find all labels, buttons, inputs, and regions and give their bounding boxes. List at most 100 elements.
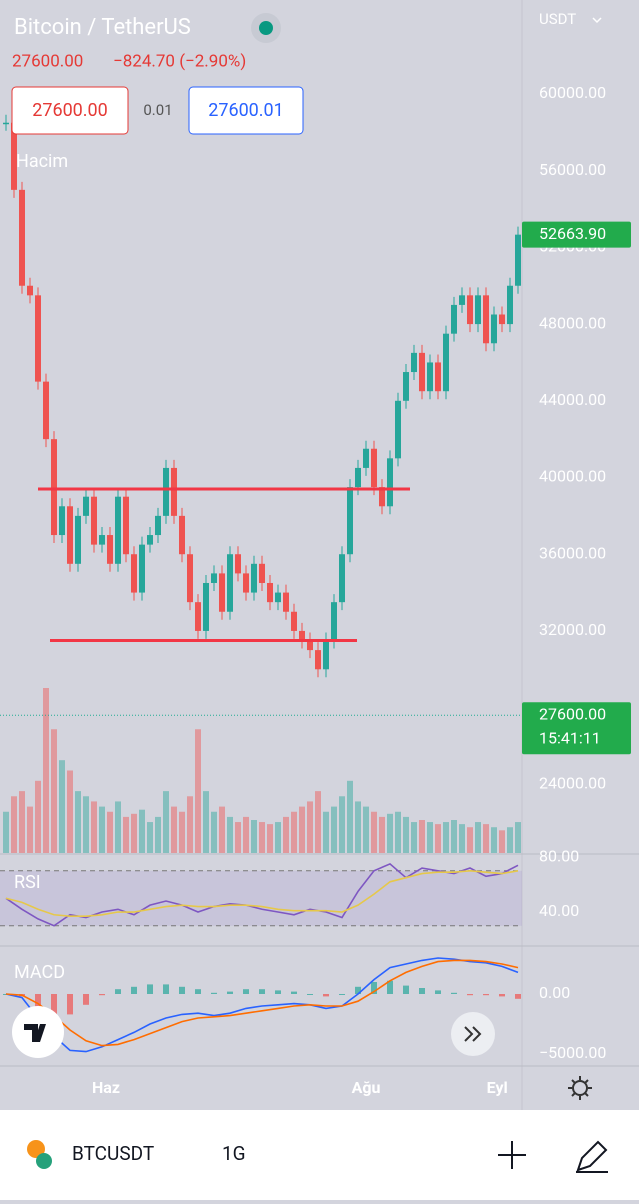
x-tick-label: Haz xyxy=(92,1078,120,1097)
volume-bar xyxy=(91,801,97,853)
candle-body xyxy=(515,234,521,286)
macd-histogram-bar xyxy=(179,986,185,995)
volume-bar xyxy=(27,806,33,853)
buy-button[interactable] xyxy=(188,86,304,135)
toolbar-interval[interactable]: 1G xyxy=(222,1142,246,1165)
volume-bar xyxy=(507,827,513,853)
candle-body xyxy=(419,352,425,392)
candle-body xyxy=(115,496,121,564)
y-tick-label: −5000.00 xyxy=(539,1043,606,1062)
add-icon[interactable] xyxy=(498,1141,526,1169)
macd-histogram-bar xyxy=(339,994,345,996)
candle-body xyxy=(195,602,201,631)
sell-button[interactable] xyxy=(11,86,129,135)
candle-body xyxy=(275,592,281,603)
toolbar xyxy=(0,1110,639,1200)
volume-bar xyxy=(35,780,41,853)
candle-body xyxy=(483,295,489,344)
candle-body xyxy=(283,592,289,612)
volume-bar xyxy=(251,820,257,853)
price-change: −824.70 (−2.90%) xyxy=(113,51,246,71)
macd-histogram-bar xyxy=(483,994,489,996)
x-tick-label: Eyl xyxy=(487,1078,508,1097)
candle-body xyxy=(379,487,385,507)
volume-bar xyxy=(283,816,289,853)
currency-caret xyxy=(592,17,602,24)
volume-bar xyxy=(371,811,377,853)
candle-body xyxy=(35,295,41,382)
draw-icon[interactable] xyxy=(576,1140,608,1173)
volume-bar xyxy=(307,801,313,853)
price: 27600.00 xyxy=(12,51,83,71)
volume-label: Hacim xyxy=(16,151,68,172)
volume-bar xyxy=(139,809,145,853)
x-tick-label: Ağu xyxy=(352,1078,381,1097)
candle-body xyxy=(387,458,393,507)
volume-bar xyxy=(515,822,521,853)
current-price-label: 27600.00 xyxy=(539,705,606,724)
volume-bar xyxy=(467,827,473,853)
volume-bar xyxy=(219,806,225,853)
volume-bar xyxy=(499,830,505,853)
volume-bar xyxy=(363,806,369,853)
macd-histogram-bar xyxy=(499,994,505,997)
macd-histogram-bar xyxy=(147,984,153,995)
tv-logo-mark xyxy=(24,1024,46,1042)
macd-histogram-bar xyxy=(371,982,377,995)
volume-bar xyxy=(43,688,49,853)
chart-bg xyxy=(0,0,639,1110)
y-tick-label: 32000.00 xyxy=(539,620,606,639)
candle-body xyxy=(155,515,161,536)
volume-bar xyxy=(491,827,497,853)
volume-bar xyxy=(355,801,361,853)
macd-histogram-bar xyxy=(163,984,169,995)
volume-bar xyxy=(227,816,233,853)
candle-body xyxy=(235,554,241,574)
volume-bar xyxy=(83,796,89,853)
indicator-line xyxy=(5,957,519,1053)
volume-bar xyxy=(443,822,449,853)
macd-histogram-bar xyxy=(195,989,201,995)
candle-body xyxy=(475,295,481,325)
scroll-icon xyxy=(464,1026,482,1042)
bid: 27600.00 xyxy=(32,100,108,121)
coin-icon xyxy=(27,1140,45,1158)
volume-bar xyxy=(67,770,73,853)
candle-body xyxy=(43,381,49,440)
volume-bar xyxy=(315,791,321,853)
volume-bar xyxy=(3,811,9,853)
volume-bar xyxy=(163,791,169,853)
candle-body xyxy=(291,611,297,631)
y-tick-label: 40.00 xyxy=(539,901,579,920)
candle-body xyxy=(75,515,81,564)
candle-body xyxy=(323,640,329,670)
settings-icon[interactable] xyxy=(572,1080,588,1096)
volume-bar xyxy=(195,729,201,853)
volume-bar xyxy=(203,791,209,853)
macd-histogram-bar xyxy=(387,980,393,995)
macd-histogram-bar xyxy=(307,994,313,996)
macd-histogram-bar xyxy=(131,986,137,995)
candle-body xyxy=(107,535,113,564)
volume-bar xyxy=(427,822,433,853)
y-tick-label: 60000.00 xyxy=(539,83,606,102)
macd-histogram-bar xyxy=(99,994,105,996)
candle-body xyxy=(99,535,105,545)
volume-bar xyxy=(211,811,217,853)
candle-body xyxy=(83,496,89,516)
candle-body xyxy=(67,506,73,564)
volume-bar xyxy=(259,822,265,853)
macd-histogram-bar xyxy=(275,990,281,995)
volume-bar xyxy=(115,801,121,853)
macd-title: MACD xyxy=(14,962,65,983)
candle-body xyxy=(347,487,353,555)
volume-bar xyxy=(435,824,441,853)
candle-body xyxy=(395,400,401,459)
toolbar-symbol[interactable]: BTCUSDT xyxy=(72,1142,154,1165)
volume-bar xyxy=(331,806,337,853)
volume-bar xyxy=(131,813,137,853)
candle-body xyxy=(147,535,153,545)
currency[interactable]: USDT xyxy=(539,10,576,28)
candle-body xyxy=(491,314,497,344)
